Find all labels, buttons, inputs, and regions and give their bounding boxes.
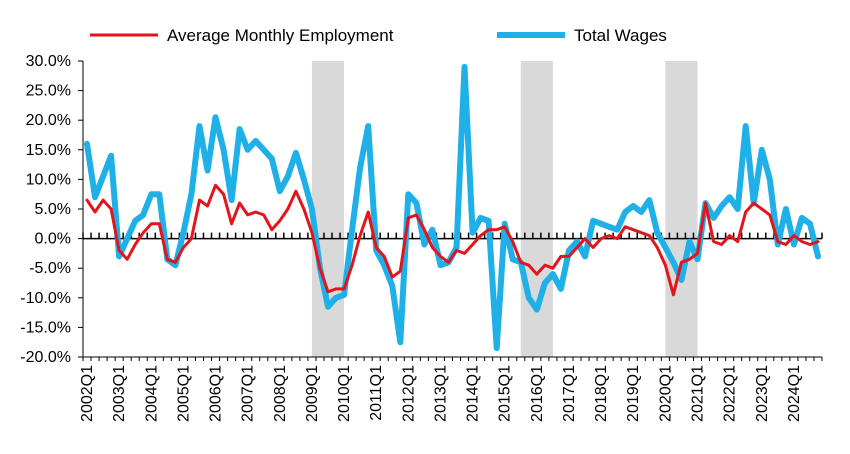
x-tick-label: 2007Q1: [240, 365, 257, 422]
x-tick-label: 2009Q1: [304, 365, 321, 422]
x-tick-label: 2024Q1: [786, 365, 803, 422]
shaded-recession-periods: [311, 61, 698, 357]
x-tick-label: 2017Q1: [561, 365, 578, 422]
y-tick-label: 20.0%: [26, 112, 71, 129]
x-axis: 2002Q1 2003Q1 2004Q1 2005Q1 2006Q1 2007Q1 2008…: [79, 356, 823, 422]
x-tick-label: 2003Q1: [111, 365, 128, 422]
y-tick-label: 5.0%: [35, 201, 71, 218]
x-tick-label: 2004Q1: [143, 365, 160, 422]
x-tick-label: 2020Q1: [657, 365, 674, 422]
y-tick-label: -5.0%: [29, 260, 71, 277]
shaded-period: [665, 61, 698, 357]
series-lines: [84, 63, 821, 352]
y-tick-label: 30.0%: [26, 53, 71, 70]
y-axis: 30.0% 25.0% 20.0% 15.0% 10.0% 5.0% 0.0% -5.0% -1…: [20, 53, 84, 366]
x-tick-label: 2022Q1: [722, 365, 739, 422]
shaded-period: [520, 61, 553, 357]
y-tick-label: -20.0%: [20, 349, 71, 366]
x-tick-label: 2023Q1: [754, 365, 771, 422]
y-tick-label: 25.0%: [26, 83, 71, 100]
y-tick-label: 10.0%: [26, 171, 71, 188]
x-tick-label: 2018Q1: [593, 365, 610, 422]
x-tick-label: 2013Q1: [432, 365, 449, 422]
y-tick-label: 0.0%: [35, 231, 71, 248]
x-tick-label: 2019Q1: [625, 365, 642, 422]
x-tick-label: 2005Q1: [175, 365, 192, 422]
x-tick-label: 2014Q1: [465, 365, 482, 422]
y-tick-label: 15.0%: [26, 142, 71, 159]
x-tick-label: 2021Q1: [689, 365, 706, 422]
x-tick-label: 2016Q1: [529, 365, 546, 422]
legend-item-average-monthly-employment-label: Average Monthly Employment: [167, 26, 394, 45]
x-tick-label: 2011Q1: [368, 365, 385, 421]
legend-item-total-wages-label: Total Wages: [574, 26, 667, 45]
x-tick-label: 2002Q1: [79, 365, 96, 422]
x-tick-label: 2010Q1: [336, 365, 353, 422]
legend: Average Monthly Employment Total Wages: [90, 26, 667, 45]
x-tick-label: 2008Q1: [272, 365, 289, 422]
x-tick-label: 2012Q1: [400, 365, 417, 422]
y-tick-label: -10.0%: [20, 290, 71, 307]
y-tick-label: -15.0%: [20, 319, 71, 336]
shaded-period: [311, 61, 345, 357]
x-tick-label: 2015Q1: [497, 365, 514, 422]
series-line-average-monthly-employment: [85, 183, 820, 297]
x-tick-label: 2006Q1: [208, 365, 225, 422]
